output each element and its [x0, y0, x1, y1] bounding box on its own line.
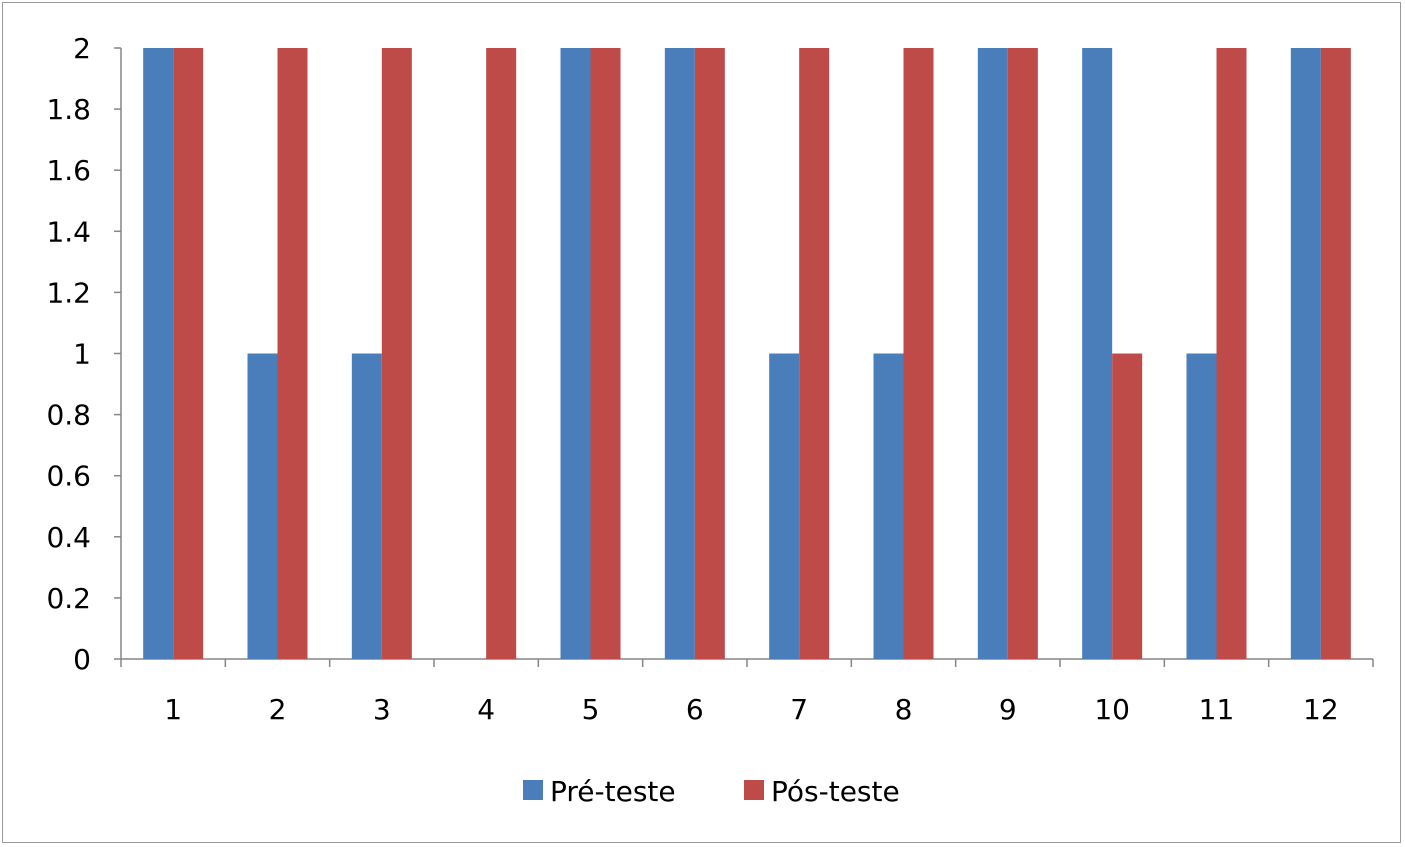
- bar-pos-teste-4: [486, 48, 517, 659]
- axes: [114, 47, 1374, 667]
- bar-pre-teste-5: [560, 48, 591, 659]
- x-tick-label: 2: [269, 693, 287, 726]
- x-tick-label: 12: [1303, 693, 1339, 726]
- y-tick-label: 1.8: [46, 93, 91, 126]
- bar-pos-teste-9: [1007, 48, 1038, 659]
- legend-label: Pré-teste: [550, 775, 676, 808]
- bar-pre-teste-12: [1290, 48, 1321, 659]
- x-tick-label: 11: [1199, 693, 1235, 726]
- bar-pre-teste-1: [143, 48, 174, 659]
- bar-pre-teste-2: [247, 353, 278, 659]
- y-tick-label: 0: [73, 643, 91, 676]
- x-tick-label: 4: [477, 693, 495, 726]
- x-tick-label: 10: [1094, 693, 1130, 726]
- bar-pos-teste-5: [590, 48, 621, 659]
- y-tick-label: 0.6: [46, 460, 91, 493]
- bar-pos-teste-11: [1216, 48, 1247, 659]
- y-tick-label: 1: [73, 338, 91, 371]
- bar-pos-teste-3: [381, 48, 412, 659]
- y-tick-label: 2: [73, 32, 91, 65]
- bar-pre-teste-3: [351, 353, 382, 659]
- legend-item-pos-teste: Pós-teste: [744, 775, 900, 808]
- legend-label: Pós-teste: [771, 775, 900, 808]
- x-tick-label: 6: [686, 693, 704, 726]
- x-tick-label: 7: [790, 693, 808, 726]
- y-tick-label: 0.4: [46, 521, 91, 554]
- x-tick-label: 9: [999, 693, 1017, 726]
- y-tick-label: 1.6: [46, 154, 91, 187]
- bar-pos-teste-12: [1320, 48, 1351, 659]
- bar-pre-teste-6: [664, 48, 695, 659]
- bar-pre-teste-11: [1186, 353, 1217, 659]
- bar-pre-teste-7: [769, 353, 800, 659]
- legend-swatch: [523, 780, 543, 800]
- bar-pos-teste-10: [1112, 353, 1143, 659]
- x-tick-label: 8: [895, 693, 913, 726]
- x-tick-label: 1: [164, 693, 182, 726]
- x-tick-label: 5: [582, 693, 600, 726]
- bars: [143, 48, 1351, 659]
- y-tick-label: 0.8: [46, 399, 91, 432]
- legend-item-pre-teste: Pré-teste: [523, 775, 676, 808]
- bar-pos-teste-6: [694, 48, 725, 659]
- legend-swatch: [744, 780, 764, 800]
- bar-pre-teste-9: [977, 48, 1008, 659]
- legend: Pré-teste Pós-teste: [523, 775, 900, 808]
- bar-pre-teste-8: [873, 353, 904, 659]
- bar-pos-teste-1: [173, 48, 204, 659]
- bar-pos-teste-7: [799, 48, 830, 659]
- y-tick-label: 1.4: [46, 215, 91, 248]
- bar-pos-teste-8: [903, 48, 934, 659]
- tick-labels: 00.20.40.60.811.21.41.61.821 2 3 4 5 6 7 8 9 10 11…: [46, 32, 1338, 726]
- bar-pre-teste-10: [1082, 48, 1113, 659]
- y-tick-label: 0.2: [46, 582, 91, 615]
- bar-pos-teste-2: [277, 48, 308, 659]
- x-tick-label: 3: [373, 693, 391, 726]
- y-tick-label: 1.2: [46, 276, 91, 309]
